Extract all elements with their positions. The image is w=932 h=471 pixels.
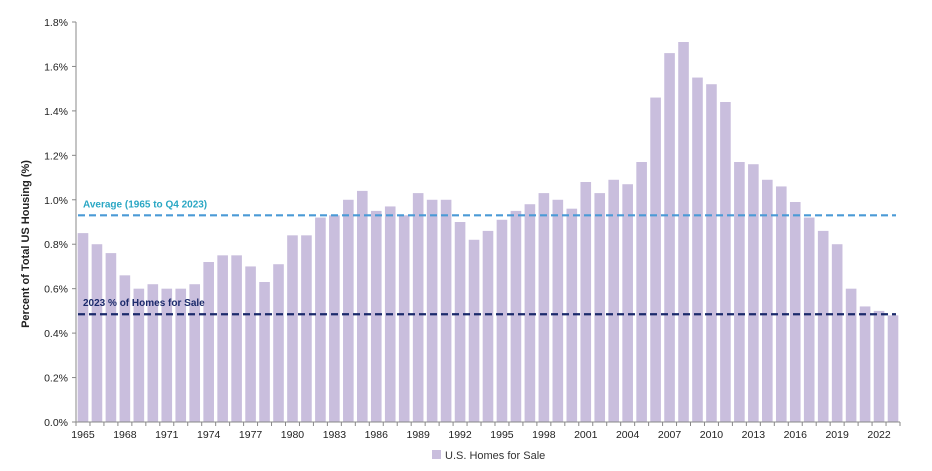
bar [440,199,452,422]
bar [762,179,773,422]
y-tick-label: 0.0% [44,417,68,429]
bar [775,186,787,422]
bar [412,193,424,422]
bar [105,253,117,422]
bar [580,182,592,422]
bar [734,162,745,422]
bar [692,77,703,422]
x-tick-label: 1992 [448,429,472,441]
x-tick-label: 2016 [784,429,808,441]
x-tick-label: 2022 [867,429,891,441]
bar [831,244,843,422]
bar-series [77,42,899,423]
bar [370,210,382,422]
bar [720,102,731,422]
bar [887,315,899,422]
bar [803,217,815,422]
bar [189,284,201,422]
x-tick-label: 2013 [742,429,766,441]
y-tick-label: 1.0% [44,195,68,207]
bar [468,239,480,422]
bar [203,262,214,422]
bar [133,288,145,422]
bar [566,208,578,422]
x-tick-label: 2019 [825,429,849,441]
bar [873,310,885,422]
bar [343,199,354,422]
x-tick-label: 1995 [490,429,514,441]
bar [524,204,536,422]
bar [496,219,508,422]
y-tick-label: 0.4% [44,328,68,340]
x-tick-label: 1971 [155,429,179,441]
y-axis-title: Percent of Total US Housing (%) [20,160,32,328]
bar [594,193,606,422]
bar [217,255,228,422]
reference-lines: Average (1965 to Q4 2023) 2023 % of Homes… [78,199,896,316]
bar [147,284,159,422]
y-tick-label: 0.8% [44,239,68,251]
bar [748,164,759,422]
x-tick-label: 2007 [658,429,682,441]
bar [608,179,619,422]
bar [789,202,801,422]
bar [398,215,410,422]
x-axis-ticks: 1965 1968 1971 1974 1977 1980 1983 1986 1989 1992… [71,422,901,441]
bar [259,282,270,422]
bar [817,230,829,422]
bar [315,217,326,422]
bar [552,199,564,422]
bar [426,199,438,422]
x-tick-label: 2010 [700,429,724,441]
bar [845,288,857,422]
bar [650,97,661,422]
bar [301,235,312,422]
x-tick-label: 1998 [532,429,556,441]
y-tick-label: 0.2% [44,373,68,385]
reference-line-label: Average (1965 to Q4 2023) [83,199,207,210]
bar [664,53,675,423]
y-tick-label: 1.4% [44,106,68,118]
bar [161,288,173,422]
x-tick-label: 1965 [71,429,95,441]
y-tick-label: 0.6% [44,284,68,296]
x-tick-label: 1977 [239,429,263,441]
x-tick-label: 1974 [197,429,221,441]
bar [77,233,89,422]
bar [91,244,103,422]
legend: U.S. Homes for Sale [432,450,545,462]
y-tick-label: 1.6% [44,61,68,73]
y-tick-label: 1.2% [44,150,68,162]
legend-swatch [432,450,441,459]
bar [287,235,298,422]
bar [273,264,284,422]
legend-label: U.S. Homes for Sale [445,450,545,462]
bar [454,222,466,422]
y-tick-label: 1.8% [44,17,68,29]
x-tick-label: 1986 [365,429,389,441]
bar [231,255,242,422]
bar [636,162,647,422]
bar [357,190,368,422]
x-tick-label: 1980 [281,429,305,441]
bar [538,193,550,422]
bar [622,184,633,422]
x-tick-label: 1968 [113,429,137,441]
x-tick-label: 2001 [574,429,598,441]
x-tick-label: 1989 [406,429,430,441]
y-axis-ticks: 0.0% 0.2% 0.4% 0.6% 0.8% 1.0% 1.2% 1.4% 1.6% 1.8% [44,17,76,429]
bar [482,230,494,422]
x-tick-label: 1983 [323,429,347,441]
bar [329,215,340,422]
bar [678,42,689,422]
reference-line-label: 2023 % of Homes for Sale [83,298,205,309]
bar [175,288,187,422]
bar [245,266,256,422]
bar [510,210,522,422]
x-tick-label: 2004 [616,429,640,441]
bar [859,306,871,422]
bar [706,84,717,422]
bar [119,275,131,422]
